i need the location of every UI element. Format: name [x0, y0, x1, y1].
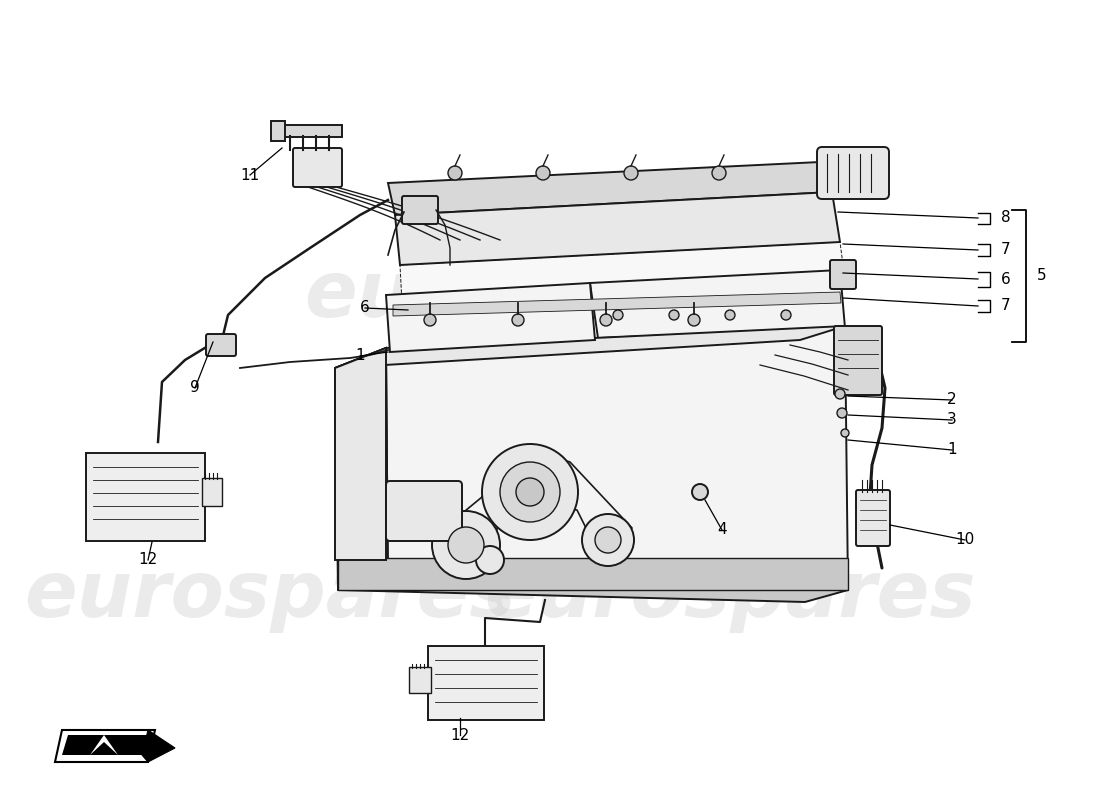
Text: 9: 9 [190, 381, 200, 395]
Text: eurospares: eurospares [484, 557, 976, 633]
Text: eurospares: eurospares [305, 257, 795, 333]
Text: 7: 7 [1001, 242, 1011, 258]
Text: 1: 1 [355, 349, 365, 363]
Circle shape [432, 511, 500, 579]
Circle shape [781, 310, 791, 320]
FancyBboxPatch shape [409, 667, 431, 693]
Text: 12: 12 [450, 727, 470, 742]
FancyBboxPatch shape [830, 260, 856, 289]
Circle shape [624, 166, 638, 180]
Text: 6: 6 [360, 301, 370, 315]
Polygon shape [388, 162, 832, 215]
Text: 3: 3 [947, 413, 957, 427]
FancyBboxPatch shape [293, 148, 342, 187]
Text: 12: 12 [139, 553, 157, 567]
Circle shape [600, 314, 612, 326]
Text: 6: 6 [1001, 271, 1011, 286]
FancyBboxPatch shape [817, 147, 889, 199]
FancyBboxPatch shape [834, 326, 882, 395]
FancyBboxPatch shape [271, 121, 285, 141]
Circle shape [835, 389, 845, 399]
FancyBboxPatch shape [402, 196, 438, 224]
Polygon shape [55, 730, 155, 762]
FancyBboxPatch shape [856, 490, 890, 546]
Circle shape [448, 166, 462, 180]
Circle shape [482, 444, 578, 540]
FancyBboxPatch shape [428, 646, 544, 720]
Circle shape [476, 546, 504, 574]
Circle shape [516, 478, 544, 506]
Polygon shape [395, 192, 840, 265]
Text: 8: 8 [1001, 210, 1011, 226]
FancyBboxPatch shape [206, 334, 236, 356]
Circle shape [725, 310, 735, 320]
Circle shape [712, 166, 726, 180]
Text: 7: 7 [1001, 298, 1011, 314]
Polygon shape [62, 735, 149, 755]
Text: 2: 2 [947, 393, 957, 407]
Circle shape [837, 408, 847, 418]
Circle shape [842, 429, 849, 437]
Text: 4: 4 [717, 522, 727, 538]
FancyBboxPatch shape [202, 478, 222, 506]
Polygon shape [590, 270, 845, 338]
Circle shape [669, 310, 679, 320]
Circle shape [582, 514, 634, 566]
Text: 10: 10 [956, 533, 975, 547]
Text: eurospares: eurospares [24, 557, 516, 633]
Polygon shape [336, 348, 386, 560]
FancyBboxPatch shape [86, 453, 205, 541]
Polygon shape [336, 326, 845, 368]
Circle shape [512, 314, 524, 326]
FancyBboxPatch shape [386, 481, 462, 541]
Polygon shape [336, 348, 388, 590]
Polygon shape [400, 242, 845, 303]
Circle shape [688, 314, 700, 326]
Circle shape [595, 527, 621, 553]
Polygon shape [393, 292, 842, 316]
Polygon shape [386, 326, 848, 590]
Circle shape [692, 484, 708, 500]
Polygon shape [142, 730, 175, 762]
Circle shape [424, 314, 436, 326]
Circle shape [448, 527, 484, 563]
FancyBboxPatch shape [282, 125, 342, 137]
Polygon shape [90, 735, 118, 755]
Circle shape [536, 166, 550, 180]
Polygon shape [338, 558, 848, 590]
Text: 5: 5 [1037, 269, 1046, 283]
Circle shape [500, 462, 560, 522]
Polygon shape [386, 283, 595, 352]
Text: 11: 11 [241, 167, 260, 182]
Polygon shape [338, 590, 848, 602]
Circle shape [613, 310, 623, 320]
Text: 1: 1 [947, 442, 957, 458]
